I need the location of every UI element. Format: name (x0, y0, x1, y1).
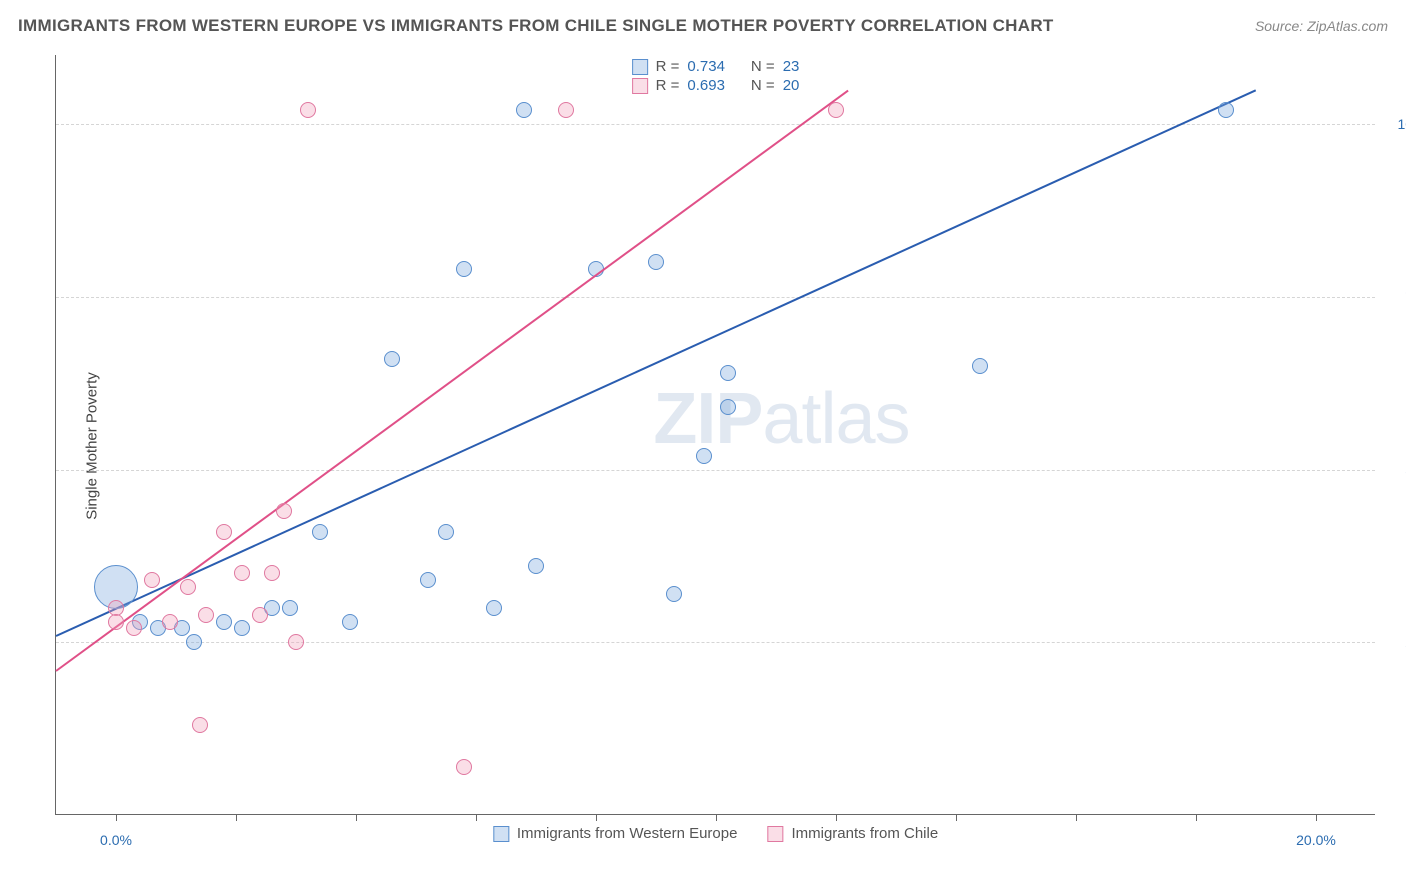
x-tick (1316, 814, 1317, 821)
swatch-blue (632, 59, 648, 75)
data-point (828, 102, 844, 118)
data-point (162, 614, 178, 630)
source-label: Source: ZipAtlas.com (1255, 18, 1388, 34)
gridline (56, 297, 1375, 298)
data-point (516, 102, 532, 118)
legend-item-1: Immigrants from Western Europe (493, 825, 738, 842)
data-point (666, 586, 682, 602)
legend-label-2: Immigrants from Chile (791, 825, 938, 842)
trendline-series-2 (55, 90, 848, 672)
watermark: ZIPatlas (653, 378, 909, 460)
r-value-1: 0.734 (687, 58, 725, 75)
x-tick (956, 814, 957, 821)
stats-row-series-2: R = 0.693 N = 20 (628, 76, 804, 95)
chart-title: IMMIGRANTS FROM WESTERN EUROPE VS IMMIGR… (18, 16, 1054, 36)
x-tick-label: 20.0% (1296, 832, 1336, 848)
data-point (1218, 102, 1234, 118)
data-point (528, 558, 544, 574)
stats-row-series-1: R = 0.734 N = 23 (628, 57, 804, 76)
gridline (56, 470, 1375, 471)
data-point (312, 524, 328, 540)
data-point (720, 399, 736, 415)
data-point (486, 600, 502, 616)
x-tick (476, 814, 477, 821)
data-point (234, 620, 250, 636)
x-tick (836, 814, 837, 821)
n-label: N = (751, 58, 775, 75)
data-point (420, 572, 436, 588)
x-tick (1076, 814, 1077, 821)
data-point (438, 524, 454, 540)
x-tick (116, 814, 117, 821)
data-point (180, 579, 196, 595)
x-tick (356, 814, 357, 821)
data-point (126, 620, 142, 636)
gridline (56, 642, 1375, 643)
legend-label-1: Immigrants from Western Europe (517, 825, 738, 842)
bottom-legend: Immigrants from Western Europe Immigrant… (483, 825, 948, 842)
x-tick (236, 814, 237, 821)
data-point (696, 448, 712, 464)
legend-item-2: Immigrants from Chile (767, 825, 938, 842)
data-point (186, 634, 202, 650)
n-label: N = (751, 77, 775, 94)
x-tick (716, 814, 717, 821)
plot-area: ZIPatlas R = 0.734 N = 23 R = 0.693 N = … (55, 55, 1375, 815)
y-tick-label: 25.0% (1385, 634, 1406, 650)
y-tick-label: 50.0% (1385, 462, 1406, 478)
y-tick-label: 75.0% (1385, 289, 1406, 305)
r-label: R = (656, 58, 680, 75)
swatch-pink (767, 826, 783, 842)
x-tick-label: 0.0% (100, 832, 132, 848)
data-point (558, 102, 574, 118)
data-point (198, 607, 214, 623)
data-point (300, 102, 316, 118)
data-point (252, 607, 268, 623)
y-tick-label: 100.0% (1385, 116, 1406, 132)
data-point (456, 759, 472, 775)
data-point (288, 634, 304, 650)
data-point (216, 524, 232, 540)
data-point (720, 365, 736, 381)
data-point (456, 261, 472, 277)
stats-legend: R = 0.734 N = 23 R = 0.693 N = 20 (628, 57, 804, 95)
data-point (648, 254, 664, 270)
data-point (216, 614, 232, 630)
r-value-2: 0.693 (687, 77, 725, 94)
n-value-2: 20 (783, 77, 800, 94)
x-tick (1196, 814, 1197, 821)
data-point (108, 614, 124, 630)
data-point (384, 351, 400, 367)
swatch-blue (493, 826, 509, 842)
data-point (276, 503, 292, 519)
r-label: R = (656, 77, 680, 94)
data-point (972, 358, 988, 374)
data-point (192, 717, 208, 733)
data-point (342, 614, 358, 630)
n-value-1: 23 (783, 58, 800, 75)
x-tick (596, 814, 597, 821)
data-point (282, 600, 298, 616)
data-point (234, 565, 250, 581)
trendline-series-1 (56, 90, 1257, 638)
data-point (264, 565, 280, 581)
swatch-pink (632, 78, 648, 94)
data-point (144, 572, 160, 588)
